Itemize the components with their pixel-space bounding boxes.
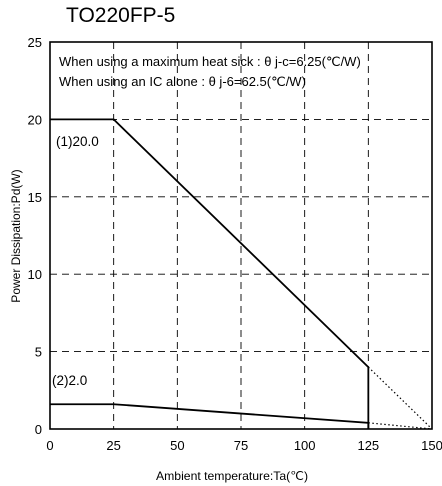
x-tick-label-4: 100 <box>294 438 316 453</box>
grid-lines <box>50 42 432 429</box>
y-axis-label: Power Dissipation:Pd(W) <box>9 169 23 302</box>
y-tick-label-3: 15 <box>28 190 42 205</box>
chart-title: TO220FP-5 <box>66 4 176 27</box>
y-tick-label-0: 0 <box>35 422 42 437</box>
series-1-line <box>50 118 370 429</box>
x-tick-labels: 0 25 50 75 100 125 150 <box>46 438 442 453</box>
y-tick-label-5: 25 <box>28 35 42 50</box>
series-1-extension <box>367 366 433 430</box>
series-2-label: (2)2.0 <box>52 373 87 388</box>
y-tick-labels: 0 5 10 15 20 25 <box>28 35 42 437</box>
x-tick-label-2: 50 <box>170 438 184 453</box>
series-lines <box>50 118 433 430</box>
y-tick-label-4: 20 <box>28 112 42 127</box>
series-2-line <box>50 403 370 429</box>
x-tick-label-3: 75 <box>234 438 248 453</box>
series-1-label: (1)20.0 <box>56 134 99 149</box>
x-tick-label-5: 125 <box>357 438 379 453</box>
y-tick-label-2: 10 <box>28 267 42 282</box>
y-tick-label-1: 5 <box>35 345 42 360</box>
x-tick-label-1: 25 <box>106 438 120 453</box>
annotation-heat-sink: When using a maximum heat sick : θ j-c=6… <box>59 54 361 69</box>
x-tick-label-6: 150 <box>421 438 442 453</box>
x-tick-label-0: 0 <box>46 438 53 453</box>
series-2-extension <box>368 422 433 430</box>
annotation-ic-alone: When using an IC alone : θ j-6=62.5(℃/W) <box>59 74 306 89</box>
x-axis-label: Ambient temperature:Ta(℃) <box>156 469 308 483</box>
plot-area-frame <box>49 41 433 430</box>
